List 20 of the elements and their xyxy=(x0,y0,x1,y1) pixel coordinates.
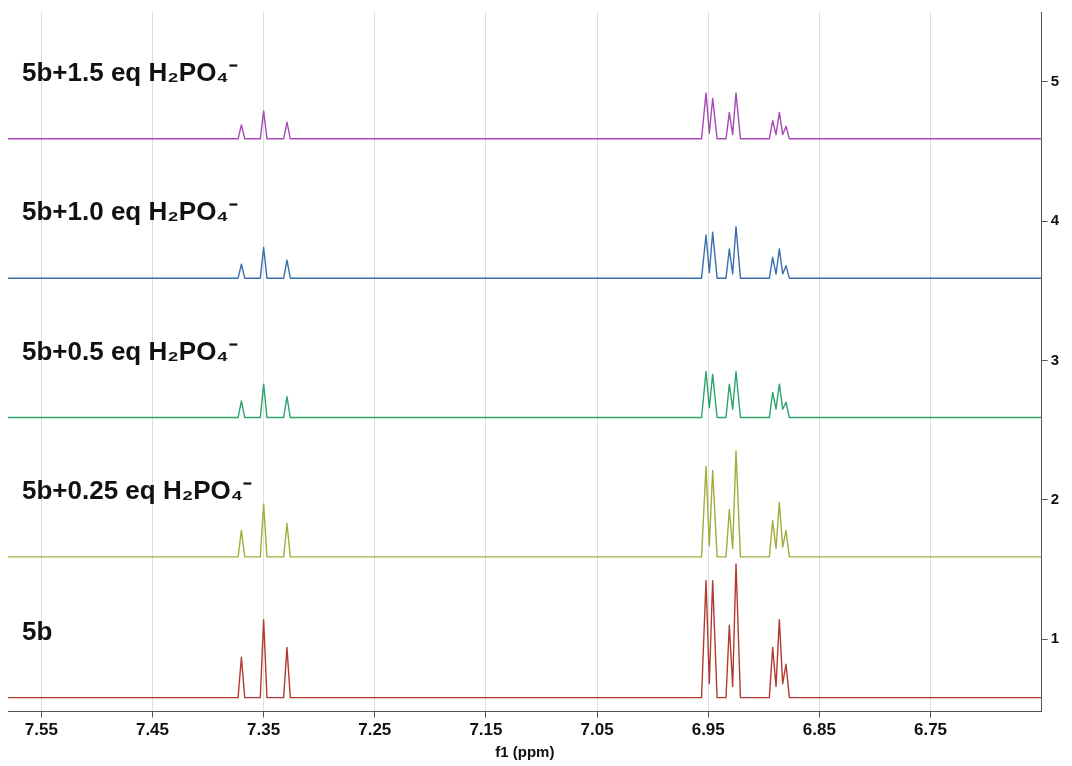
x-tick-label: 6.95 xyxy=(691,720,725,740)
y-tick-label: 4 xyxy=(1050,211,1060,229)
series-label: 5b xyxy=(22,615,53,646)
x-tick-label: 7.35 xyxy=(247,720,281,740)
y-tick-label: 1 xyxy=(1050,629,1059,647)
series-label: 5b+0.5 eq H₂PO₄⁻ xyxy=(22,335,238,366)
x-tick-label: 7.45 xyxy=(135,720,170,740)
x-tick-label: 7.05 xyxy=(580,720,614,740)
x-axis-title: f1 (ppm) xyxy=(495,743,555,761)
y-tick-label: 2 xyxy=(1050,489,1059,507)
y-tick-label: 5 xyxy=(1050,71,1059,89)
x-tick-label: 6.75 xyxy=(913,720,948,740)
series-label: 5b+1.0 eq H₂PO₄⁻ xyxy=(22,196,238,227)
x-tick-label: 7.55 xyxy=(24,720,58,740)
series-label: 5b+1.5 eq H₂PO₄⁻ xyxy=(22,56,238,87)
y-tick-label: 3 xyxy=(1050,350,1059,368)
x-tick-label: 6.85 xyxy=(802,720,836,740)
series-label: 5b+0.25 eq H₂PO₄⁻ xyxy=(22,474,253,505)
x-tick-label: 7.15 xyxy=(469,720,503,740)
x-tick-label: 7.25 xyxy=(358,720,392,740)
